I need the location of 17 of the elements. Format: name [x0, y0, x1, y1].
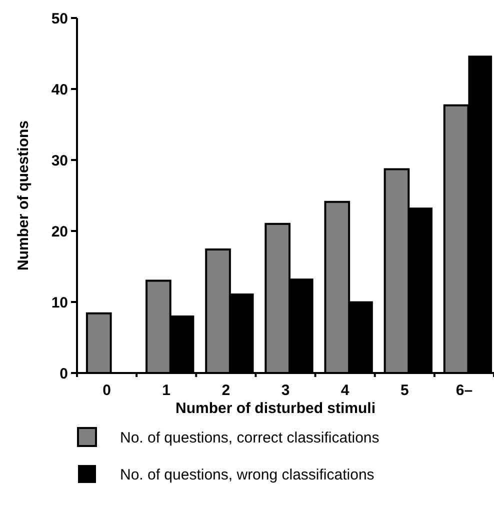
legend-label: No. of questions, wrong classifications [120, 466, 374, 484]
y-tick-label: 0 [60, 365, 68, 382]
x-tick-label: 6– [456, 382, 473, 399]
y-tick-label: 30 [51, 152, 68, 170]
x-axis-title: Number of disturbed stimuli [175, 400, 376, 417]
y-axis-title: Number of questions [15, 120, 32, 271]
y-tick-label: 40 [51, 81, 68, 98]
x-tick-label: 3 [281, 382, 290, 399]
y-tick-label: 10 [51, 294, 68, 312]
x-tick-label: 5 [400, 382, 409, 399]
y-tick-label: 20 [51, 223, 68, 240]
y-tick-label: 50 [51, 10, 68, 28]
legend-label: No. of questions, correct classifications [120, 429, 380, 446]
x-tick-label: 0 [102, 382, 111, 399]
x-tick-label: 2 [222, 382, 230, 399]
x-tick-label: 1 [162, 382, 171, 399]
x-tick-label: 4 [340, 382, 350, 399]
